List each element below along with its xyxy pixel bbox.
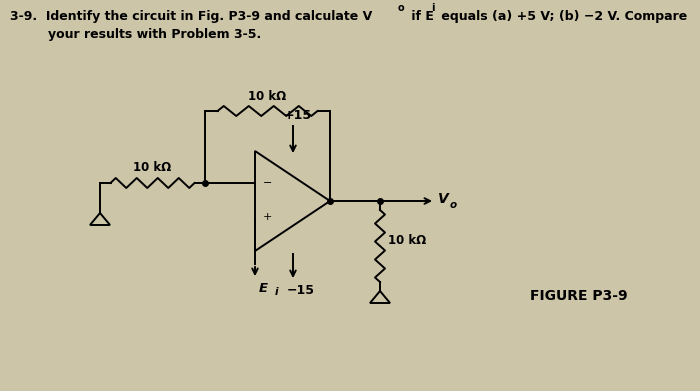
Text: if E: if E (407, 10, 434, 23)
Text: i: i (275, 287, 279, 297)
Text: 10 kΩ: 10 kΩ (134, 161, 172, 174)
Text: 10 kΩ: 10 kΩ (388, 235, 426, 248)
Text: V: V (438, 192, 449, 206)
Text: −: − (263, 178, 272, 188)
Text: +15: +15 (284, 109, 312, 122)
Text: FIGURE P3-9: FIGURE P3-9 (530, 289, 628, 303)
Text: i: i (431, 3, 435, 13)
Text: o: o (450, 200, 457, 210)
Text: your results with Problem 3-5.: your results with Problem 3-5. (48, 28, 261, 41)
Text: E: E (259, 282, 268, 295)
Text: equals (a) +5 V; (b) −2 V. Compare: equals (a) +5 V; (b) −2 V. Compare (437, 10, 687, 23)
Text: o: o (398, 3, 405, 13)
Text: 10 kΩ: 10 kΩ (248, 90, 286, 103)
Text: −15: −15 (287, 284, 315, 297)
Text: +: + (263, 212, 272, 222)
Text: 3-9.  Identify the circuit in Fig. P3-9 and calculate V: 3-9. Identify the circuit in Fig. P3-9 a… (10, 10, 372, 23)
